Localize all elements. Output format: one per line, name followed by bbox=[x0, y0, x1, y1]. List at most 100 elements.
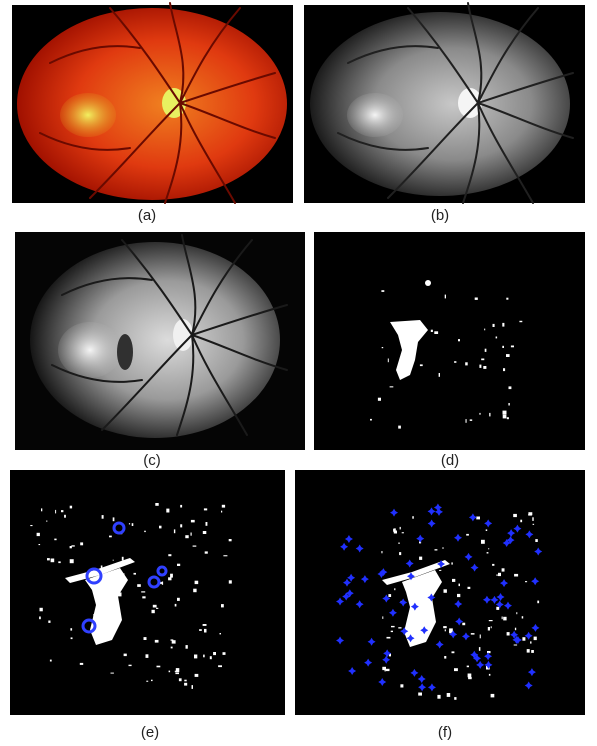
spot bbox=[514, 645, 517, 646]
spot bbox=[480, 635, 481, 639]
spot bbox=[388, 594, 391, 597]
spot bbox=[223, 652, 226, 655]
spot bbox=[382, 616, 383, 619]
spot bbox=[155, 640, 159, 643]
spot bbox=[398, 627, 401, 628]
spot bbox=[522, 616, 524, 618]
spot bbox=[465, 362, 468, 365]
spot bbox=[537, 601, 539, 604]
spot bbox=[48, 621, 50, 623]
spot bbox=[515, 628, 516, 631]
spot bbox=[531, 650, 534, 653]
image-background bbox=[10, 470, 285, 715]
spot bbox=[213, 652, 216, 655]
spot bbox=[204, 629, 207, 633]
spot bbox=[206, 522, 208, 526]
panel-label: (d) bbox=[441, 452, 459, 469]
spot bbox=[491, 694, 495, 698]
spot bbox=[493, 324, 495, 327]
spot bbox=[58, 561, 60, 563]
spot bbox=[109, 536, 112, 538]
spot bbox=[218, 665, 222, 667]
spot bbox=[172, 640, 176, 643]
page-body: (a) (b) (c) (d) (e) (f) (() => { const d… bbox=[0, 0, 597, 746]
spot bbox=[525, 581, 527, 582]
spot bbox=[487, 651, 491, 653]
spot bbox=[177, 564, 180, 566]
spot bbox=[426, 587, 429, 590]
panel-d bbox=[314, 232, 585, 450]
spot bbox=[444, 656, 446, 659]
spot bbox=[210, 656, 212, 659]
spot bbox=[516, 612, 517, 614]
spot bbox=[186, 645, 188, 649]
spot bbox=[221, 511, 222, 513]
spot bbox=[387, 637, 391, 639]
spot bbox=[223, 555, 227, 556]
spot bbox=[168, 577, 171, 580]
spot bbox=[511, 346, 514, 348]
spot bbox=[503, 411, 507, 415]
spot bbox=[534, 637, 537, 641]
panel-a bbox=[12, 3, 293, 203]
spot bbox=[191, 520, 195, 523]
spot bbox=[109, 579, 110, 581]
spot bbox=[382, 667, 386, 670]
spot bbox=[101, 566, 103, 569]
spot bbox=[445, 295, 446, 299]
spot bbox=[489, 413, 490, 417]
spot bbox=[488, 548, 489, 549]
spot bbox=[184, 680, 186, 682]
spot bbox=[222, 505, 225, 508]
spot bbox=[508, 403, 509, 406]
spot bbox=[484, 329, 485, 331]
spot bbox=[522, 637, 525, 641]
spot bbox=[195, 674, 199, 677]
fundus bbox=[17, 8, 287, 200]
spot bbox=[108, 566, 110, 567]
lesion bbox=[347, 93, 403, 137]
spot bbox=[502, 346, 504, 348]
panel-label: (f) bbox=[438, 724, 452, 741]
spot bbox=[132, 523, 134, 526]
spot bbox=[488, 627, 490, 631]
spot bbox=[151, 680, 153, 681]
spot bbox=[399, 552, 401, 555]
spot bbox=[391, 626, 395, 627]
spot bbox=[503, 368, 505, 371]
spot bbox=[97, 621, 101, 624]
spot bbox=[527, 649, 530, 653]
spot bbox=[452, 651, 455, 653]
spot bbox=[458, 339, 460, 341]
spot bbox=[153, 605, 157, 608]
spot bbox=[229, 539, 232, 541]
spot bbox=[439, 373, 440, 377]
spot bbox=[203, 624, 207, 626]
spot bbox=[118, 593, 122, 597]
spot bbox=[220, 633, 222, 634]
spot bbox=[193, 546, 197, 547]
spot bbox=[445, 629, 446, 631]
spot bbox=[146, 654, 149, 658]
spot bbox=[39, 544, 41, 545]
spot bbox=[174, 529, 175, 533]
spot bbox=[142, 596, 145, 598]
spot bbox=[454, 361, 456, 363]
spot bbox=[489, 620, 493, 621]
spot bbox=[437, 695, 440, 699]
spot bbox=[157, 666, 161, 668]
spot bbox=[41, 508, 42, 511]
spot bbox=[513, 514, 517, 517]
spot bbox=[179, 678, 182, 681]
spot bbox=[382, 347, 384, 348]
spot bbox=[70, 506, 72, 509]
spot bbox=[51, 559, 55, 563]
spot bbox=[502, 323, 504, 327]
spot bbox=[194, 655, 197, 659]
spot bbox=[171, 639, 174, 640]
spot bbox=[468, 677, 472, 679]
spot bbox=[434, 331, 438, 334]
spot bbox=[398, 426, 401, 429]
spot bbox=[400, 684, 403, 687]
panel-label: (b) bbox=[431, 207, 449, 224]
